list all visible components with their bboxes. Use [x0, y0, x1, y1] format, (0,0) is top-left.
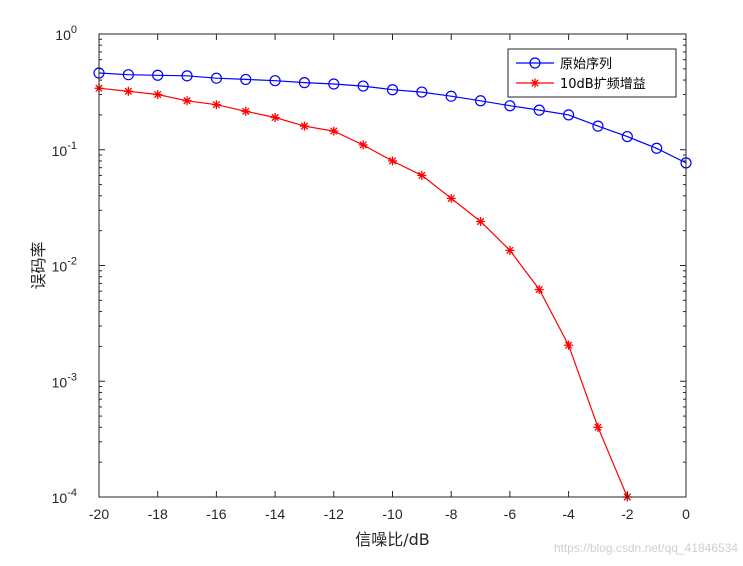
data-point [504, 100, 516, 112]
data-point [298, 77, 311, 89]
plot-area [99, 34, 686, 497]
marker-stroke [124, 87, 133, 95]
data-point [533, 104, 545, 116]
data-point [299, 121, 309, 131]
data-point [534, 285, 544, 295]
data-point [269, 75, 281, 87]
data-point [358, 140, 368, 150]
marker-stroke [300, 122, 309, 130]
x-tick-label: -18 [148, 506, 168, 522]
legend-label: 原始序列 [560, 57, 612, 72]
y-tick-label: 10-2 [52, 256, 77, 275]
data-point [270, 112, 280, 122]
series-layer [93, 67, 692, 502]
data-point [210, 72, 222, 84]
marker-stroke [476, 217, 485, 226]
data-point [386, 84, 399, 96]
marker-stroke [183, 97, 191, 105]
data-point [592, 120, 604, 132]
data-point [416, 86, 428, 98]
data-point [357, 80, 369, 92]
marker-stroke [154, 90, 162, 99]
data-point [651, 142, 663, 154]
watermark-text: https://blog.csdn.net/qq_41846534 [554, 541, 738, 555]
x-axis-label: 信噪比/dB [355, 530, 430, 549]
marker-stroke [330, 127, 338, 135]
legend-marker [530, 78, 540, 88]
data-point [329, 126, 339, 136]
legend-item: 原始序列 [516, 57, 612, 72]
data-point [328, 78, 340, 90]
legend-box [507, 48, 677, 98]
marker-stroke [506, 246, 514, 255]
legend-marker [529, 57, 541, 69]
marker-stroke [447, 194, 455, 203]
data-point [153, 90, 163, 100]
legend-item: 10dB扩频增益 [516, 77, 646, 92]
x-tick-label: -2 [621, 506, 634, 522]
y-tick-label: 100 [55, 24, 77, 43]
marker-stroke [594, 423, 602, 432]
data-point [181, 70, 193, 82]
data-point [593, 422, 603, 432]
x-tick-label: 0 [682, 506, 690, 522]
data-point [123, 86, 133, 96]
x-tick-label: -8 [445, 506, 458, 522]
y-axis-label: 误码率 [29, 241, 48, 289]
y-tick-label: 10-3 [52, 371, 77, 390]
data-point [562, 109, 575, 121]
data-point [445, 90, 457, 102]
series-line [98, 72, 687, 164]
marker-stroke [535, 285, 543, 294]
x-tick-label: -4 [562, 506, 575, 522]
y-tick-label: 10-1 [52, 140, 77, 159]
marker-stroke [212, 101, 221, 109]
marker-stroke [418, 171, 426, 180]
data-point [122, 69, 134, 81]
y-tick-label: 10-4 [52, 487, 77, 506]
data-point [211, 100, 221, 110]
series-1 [93, 67, 692, 169]
data-point [446, 193, 456, 203]
x-tick-label: -10 [382, 506, 402, 522]
data-point [241, 106, 251, 116]
legend: 原始序列 10dB扩频增益 [507, 48, 677, 98]
x-tick-label: -6 [504, 506, 517, 522]
data-point [182, 96, 192, 106]
marker-stroke [531, 79, 539, 87]
marker-stroke [564, 341, 573, 349]
x-tick-label: -12 [324, 506, 344, 522]
ticks-layer: -20 -18 -16 -14 -12 -10 -8 -6 -4 -2 010-410-310-21… [52, 24, 690, 522]
marker-stroke [388, 157, 397, 165]
data-point [476, 216, 486, 226]
data-point [564, 340, 574, 350]
legend-label: 10dB扩频增益 [560, 77, 646, 92]
x-tick-label: -16 [206, 506, 226, 522]
marker-stroke [271, 113, 279, 122]
x-tick-label: -20 [89, 506, 109, 522]
data-point [240, 73, 252, 86]
data-point [152, 69, 164, 81]
marker-stroke [359, 141, 367, 149]
data-point [388, 156, 397, 166]
data-point [505, 245, 515, 255]
x-tick-label: -14 [265, 506, 285, 522]
data-point [474, 95, 487, 107]
data-point [417, 170, 427, 180]
data-point [621, 130, 633, 143]
marker-stroke [242, 107, 250, 115]
